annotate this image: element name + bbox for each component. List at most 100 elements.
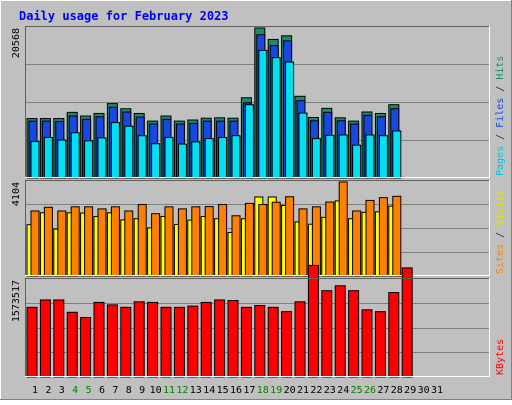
bar-sites-day-13 bbox=[191, 206, 201, 277]
bar-pages-day-20 bbox=[285, 61, 295, 179]
bar-kbytes-day-5 bbox=[80, 317, 92, 378]
bar-pages-day-18 bbox=[258, 49, 268, 179]
bar-pages-day-12 bbox=[177, 143, 187, 179]
bar-sites-day-10 bbox=[151, 213, 161, 277]
bar-kbytes-day-17 bbox=[240, 306, 252, 378]
bar-pages-day-15 bbox=[218, 137, 228, 179]
x-tick-label-day-31: 31 bbox=[431, 385, 443, 396]
x-tick-label-day-7: 7 bbox=[112, 385, 118, 396]
x-tick-label-day-22: 22 bbox=[310, 385, 322, 396]
panel-series-label: KBytes bbox=[495, 339, 506, 375]
x-axis: 1 2 3 4 5 6 7 8 9 10 11 12 13 14 15 16 17 18 19 20 21 22 23 24 2… bbox=[32, 385, 443, 396]
bar-pages-day-3 bbox=[57, 139, 67, 179]
bar-sites-day-19 bbox=[271, 201, 281, 277]
bar-sites-day-15 bbox=[218, 204, 228, 277]
bar-sites-day-5 bbox=[84, 206, 94, 277]
bar-kbytes-day-15 bbox=[214, 299, 226, 378]
panel-kbytes: 1573517 KBytes bbox=[11, 264, 506, 378]
x-tick-label-day-30: 30 bbox=[418, 385, 430, 396]
bar-pages-day-21 bbox=[298, 112, 308, 179]
bar-kbytes-day-10 bbox=[147, 301, 159, 378]
bar-pages-day-26 bbox=[365, 134, 375, 179]
bar-sites-day-18 bbox=[258, 204, 268, 277]
bar-sites-day-8 bbox=[124, 210, 134, 277]
bar-kbytes-day-26 bbox=[361, 309, 373, 378]
series-label-segment: Hits bbox=[495, 56, 506, 80]
x-tick-label-day-27: 27 bbox=[377, 385, 389, 396]
bar-kbytes-day-19 bbox=[267, 306, 279, 378]
series-label-segment: Sites bbox=[495, 244, 506, 274]
x-tick-label-day-9: 9 bbox=[139, 385, 145, 396]
panel-series-label: Pages / Files / Hits bbox=[495, 56, 506, 176]
bar-pages-day-1 bbox=[30, 141, 40, 179]
series-label-segment: Files bbox=[495, 98, 506, 128]
bar-sites-day-12 bbox=[177, 208, 187, 277]
bar-sites-day-28 bbox=[392, 195, 402, 277]
bar-pages-day-16 bbox=[231, 135, 241, 179]
bar-kbytes-day-7 bbox=[106, 304, 118, 378]
bar-kbytes-day-27 bbox=[374, 311, 386, 378]
bar-sites-day-17 bbox=[244, 202, 254, 277]
x-tick-label-day-28: 28 bbox=[391, 385, 403, 396]
x-tick-label-day-21: 21 bbox=[297, 385, 309, 396]
bar-kbytes-day-3 bbox=[53, 299, 65, 378]
bar-sites-day-7 bbox=[110, 206, 120, 277]
bar-kbytes-day-1 bbox=[26, 306, 38, 378]
x-tick-label-day-4: 4 bbox=[72, 385, 78, 396]
x-tick-label-day-12: 12 bbox=[176, 385, 188, 396]
panel-visits-sites: 4104 Sites / Visits bbox=[11, 180, 506, 277]
x-tick-label-day-23: 23 bbox=[324, 385, 336, 396]
bar-pages-day-10 bbox=[151, 143, 161, 179]
bar-sites-day-27 bbox=[378, 197, 388, 277]
bar-sites-day-14 bbox=[204, 206, 214, 277]
bar-pages-day-13 bbox=[191, 141, 201, 179]
series-label-segment: KBytes bbox=[495, 339, 506, 375]
x-tick-label-day-10: 10 bbox=[150, 385, 162, 396]
x-tick-label-day-2: 2 bbox=[45, 385, 51, 396]
panel-series-label: Sites / Visits bbox=[495, 190, 506, 274]
x-tick-label-day-29: 29 bbox=[404, 385, 416, 396]
bar-sites-day-25 bbox=[352, 210, 362, 277]
x-tick-label-day-24: 24 bbox=[337, 385, 349, 396]
x-tick-label-day-11: 11 bbox=[163, 385, 175, 396]
bar-pages-day-19 bbox=[271, 57, 281, 179]
bar-kbytes-day-12 bbox=[173, 306, 185, 378]
bar-kbytes-day-4 bbox=[66, 311, 78, 378]
bar-kbytes-day-8 bbox=[120, 306, 132, 378]
series-label-segment: / bbox=[495, 128, 506, 146]
x-tick-label-day-20: 20 bbox=[284, 385, 296, 396]
x-tick-label-day-19: 19 bbox=[270, 385, 282, 396]
bar-sites-day-26 bbox=[365, 199, 375, 277]
bar-kbytes-day-20 bbox=[281, 311, 293, 378]
series-label-segment: / bbox=[495, 226, 506, 244]
bar-kbytes-day-21 bbox=[294, 301, 306, 378]
bar-pages-day-11 bbox=[164, 137, 174, 179]
panel-max-label: 4104 bbox=[11, 182, 22, 206]
bar-sites-day-1 bbox=[30, 210, 40, 277]
x-tick-label-day-18: 18 bbox=[257, 385, 269, 396]
bar-sites-day-21 bbox=[298, 208, 308, 277]
bar-sites-day-11 bbox=[164, 206, 174, 277]
x-tick-label-day-16: 16 bbox=[230, 385, 242, 396]
bar-pages-day-24 bbox=[338, 134, 348, 179]
bar-sites-day-4 bbox=[70, 206, 80, 277]
bar-sites-day-2 bbox=[43, 206, 53, 277]
x-tick-label-day-5: 5 bbox=[86, 385, 92, 396]
bar-sites-day-16 bbox=[231, 215, 241, 277]
bar-pages-day-9 bbox=[137, 135, 147, 179]
x-tick-label-day-26: 26 bbox=[364, 385, 376, 396]
bar-kbytes-day-18 bbox=[254, 304, 266, 378]
bar-kbytes-day-23 bbox=[321, 290, 333, 378]
bar-sites-day-9 bbox=[137, 204, 147, 277]
panel-max-label: 1573517 bbox=[11, 280, 22, 322]
bar-pages-day-17 bbox=[244, 104, 254, 179]
bar-sites-day-6 bbox=[97, 208, 107, 277]
bar-pages-day-27 bbox=[378, 135, 388, 179]
bar-sites-day-3 bbox=[57, 210, 67, 277]
bar-kbytes-day-16 bbox=[227, 300, 239, 378]
bar-pages-day-6 bbox=[97, 137, 107, 179]
x-tick-label-day-15: 15 bbox=[217, 385, 229, 396]
bar-kbytes-day-11 bbox=[160, 306, 172, 378]
bar-pages-day-4 bbox=[70, 132, 80, 179]
